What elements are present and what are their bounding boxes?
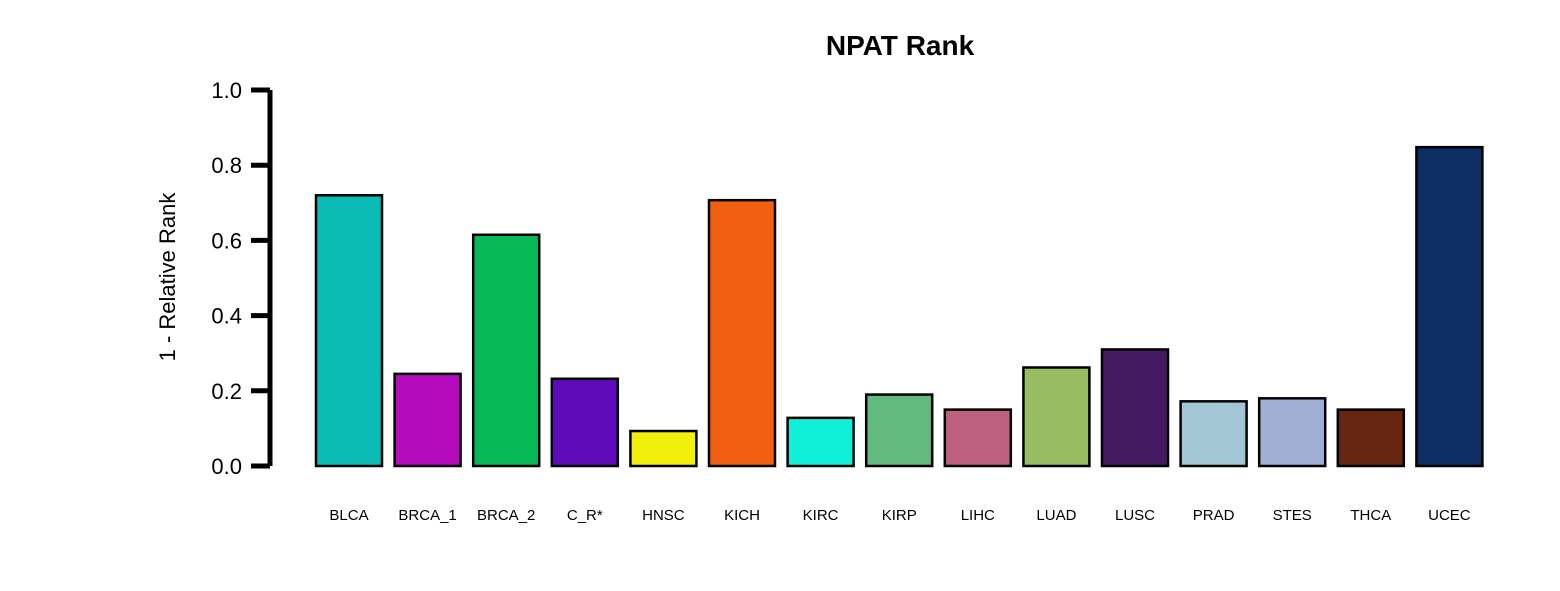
- bar-stes: [1257, 397, 1327, 468]
- bar-lusc: [1100, 348, 1170, 468]
- x-tick-label: PRAD: [1193, 507, 1235, 524]
- bar-lihc: [943, 408, 1013, 468]
- bar-brca-2: [471, 233, 541, 468]
- y-axis: 0.0 0.2 0.4 0.6 0.8 1.0: [211, 78, 273, 479]
- bar-kirp: [864, 393, 934, 468]
- bar-kirc: [786, 416, 855, 468]
- x-tick-label: BRCA_1: [398, 507, 456, 524]
- x-tick-label: BLCA: [329, 507, 368, 524]
- bar-prad: [1179, 400, 1248, 468]
- y-tick-label: 0.2: [211, 379, 242, 404]
- y-tick-label: 0.6: [211, 228, 242, 253]
- bar-brca-1: [393, 372, 462, 468]
- chart-title: NPAT Rank: [826, 30, 975, 61]
- x-tick-labels: BLCA BRCA_1 BRCA_2 C_R* HNSC KICH KIRC KIRP LIHC…: [329, 507, 1470, 524]
- y-tick-label: 0.4: [211, 304, 242, 329]
- bars-group: [314, 145, 1484, 468]
- x-tick-label: THCA: [1350, 507, 1391, 524]
- y-tick-label: 1.0: [211, 78, 242, 103]
- x-tick-label: KIRC: [803, 507, 839, 524]
- x-tick-label: STES: [1273, 507, 1312, 524]
- x-tick-label: KICH: [724, 507, 760, 524]
- y-axis-label: 1 - Relative Rank: [155, 192, 180, 362]
- x-tick-label: LUSC: [1115, 507, 1155, 524]
- x-tick-label: HNSC: [642, 507, 685, 524]
- x-tick-label: LUAD: [1036, 507, 1076, 524]
- bar-hnsc: [629, 429, 698, 468]
- bar-kich: [707, 198, 777, 468]
- bar-c-r: [550, 377, 620, 468]
- x-tick-label: C_R*: [567, 507, 603, 524]
- bar-blca: [314, 194, 384, 468]
- x-tick-label: LIHC: [961, 507, 995, 524]
- x-tick-label: UCEC: [1428, 507, 1471, 524]
- y-tick-label: 0.0: [211, 454, 242, 479]
- bar-thca: [1336, 408, 1406, 468]
- x-tick-label: KIRP: [882, 507, 917, 524]
- x-tick-label: BRCA_2: [477, 507, 535, 524]
- bar-ucec: [1415, 145, 1484, 468]
- bar-luad: [1022, 366, 1091, 468]
- y-tick-label: 0.8: [211, 153, 242, 178]
